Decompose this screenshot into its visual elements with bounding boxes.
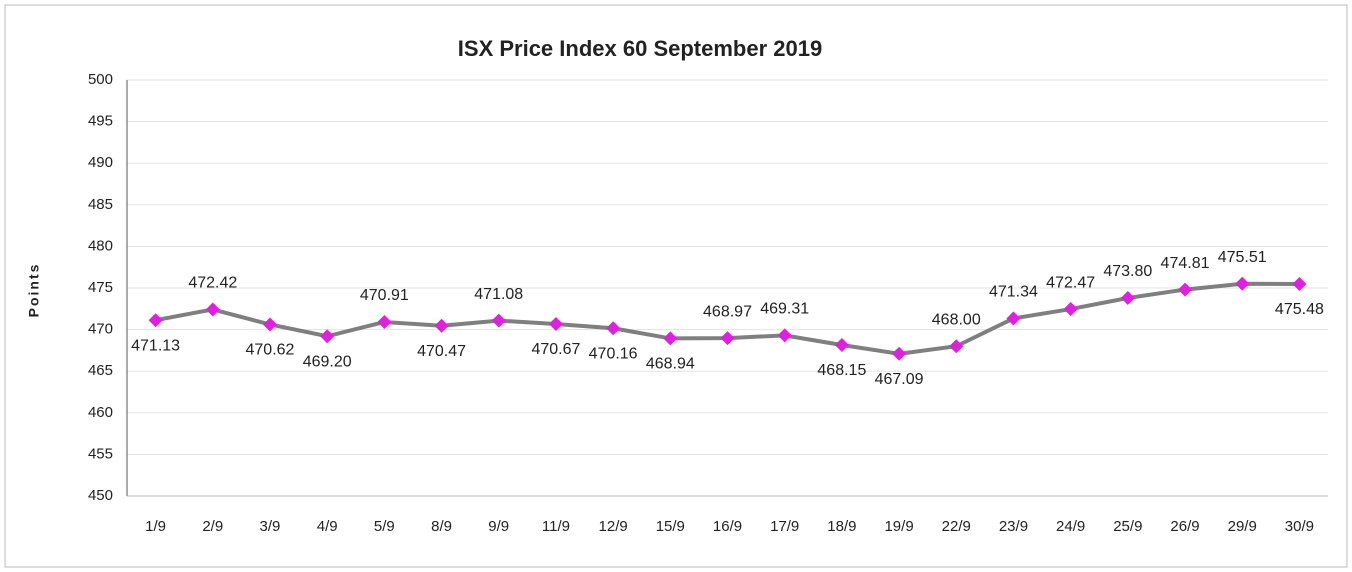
x-tick-label: 23/9 — [999, 518, 1028, 535]
data-label: 475.48 — [1275, 301, 1324, 318]
x-tick-label: 11/9 — [542, 518, 570, 535]
marker — [1063, 302, 1078, 317]
marker — [777, 328, 792, 343]
x-tick-label: 2/9 — [202, 518, 223, 535]
x-tick-label: 17/9 — [770, 518, 799, 535]
data-label: 469.20 — [303, 353, 352, 370]
data-label: 469.31 — [760, 301, 809, 318]
data-label: 470.47 — [417, 343, 466, 360]
data-label: 468.94 — [646, 356, 695, 373]
data-label: 471.34 — [989, 284, 1038, 301]
y-tick-label: 450 — [88, 487, 113, 504]
x-tick-label: 22/9 — [942, 518, 971, 535]
x-tick-label: 25/9 — [1113, 518, 1142, 535]
marker — [1006, 311, 1021, 326]
data-label: 470.62 — [246, 342, 295, 359]
marker — [1235, 276, 1250, 291]
data-label: 470.16 — [589, 345, 638, 362]
y-tick-label: 500 — [88, 71, 113, 88]
x-tick-label: 8/9 — [431, 518, 452, 535]
y-tick-label: 460 — [88, 404, 113, 421]
marker — [834, 337, 849, 352]
x-tick-label: 19/9 — [884, 518, 913, 535]
x-tick-label: 24/9 — [1056, 518, 1085, 535]
data-label: 471.13 — [131, 337, 180, 354]
data-label: 472.42 — [188, 275, 237, 292]
y-tick-label: 495 — [88, 113, 113, 130]
data-label: 475.51 — [1218, 249, 1267, 266]
y-tick-label: 475 — [88, 279, 113, 296]
marker — [949, 339, 964, 354]
data-label: 472.47 — [1046, 274, 1095, 291]
marker — [320, 329, 335, 344]
x-tick-label: 12/9 — [599, 518, 628, 535]
marker — [1120, 290, 1135, 305]
marker — [1292, 277, 1307, 292]
x-tick-label: 9/9 — [488, 518, 509, 535]
chart-frame — [4, 4, 1348, 568]
marker — [148, 313, 163, 328]
marker — [377, 315, 392, 330]
x-tick-label: 3/9 — [260, 518, 281, 535]
y-tick-label: 455 — [88, 445, 113, 462]
data-label: 474.81 — [1161, 255, 1210, 272]
marker — [205, 302, 220, 317]
data-label: 471.08 — [474, 286, 523, 303]
marker — [606, 321, 621, 336]
data-label: 468.15 — [817, 362, 866, 379]
marker — [491, 313, 506, 328]
marker — [434, 318, 449, 333]
x-tick-label: 16/9 — [713, 518, 742, 535]
marker — [548, 317, 563, 332]
x-tick-label: 18/9 — [827, 518, 856, 535]
marker — [663, 331, 678, 346]
x-tick-label: 26/9 — [1170, 518, 1199, 535]
chart-title: ISX Price Index 60 September 2019 — [458, 36, 822, 61]
x-tick-label: 29/9 — [1228, 518, 1257, 535]
data-label: 473.80 — [1103, 263, 1152, 280]
marker — [262, 317, 277, 332]
y-axis-label: Points — [26, 263, 42, 318]
y-tick-label: 470 — [88, 321, 113, 338]
y-tick-label: 485 — [88, 196, 113, 213]
x-tick-label: 5/9 — [374, 518, 395, 535]
data-label: 467.09 — [875, 371, 924, 388]
y-tick-label: 490 — [88, 154, 113, 171]
marker — [1178, 282, 1193, 297]
x-tick-label: 15/9 — [656, 518, 685, 535]
marker — [720, 331, 735, 346]
data-label: 470.91 — [360, 287, 409, 304]
data-label: 470.67 — [531, 341, 580, 358]
marker — [892, 346, 907, 361]
data-label: 468.00 — [932, 311, 981, 328]
data-label: 468.97 — [703, 303, 752, 320]
x-tick-label: 1/9 — [145, 518, 166, 535]
y-tick-label: 465 — [88, 362, 113, 379]
y-tick-label: 480 — [88, 237, 113, 254]
x-tick-label: 30/9 — [1285, 518, 1314, 535]
x-tick-label: 4/9 — [317, 518, 338, 535]
